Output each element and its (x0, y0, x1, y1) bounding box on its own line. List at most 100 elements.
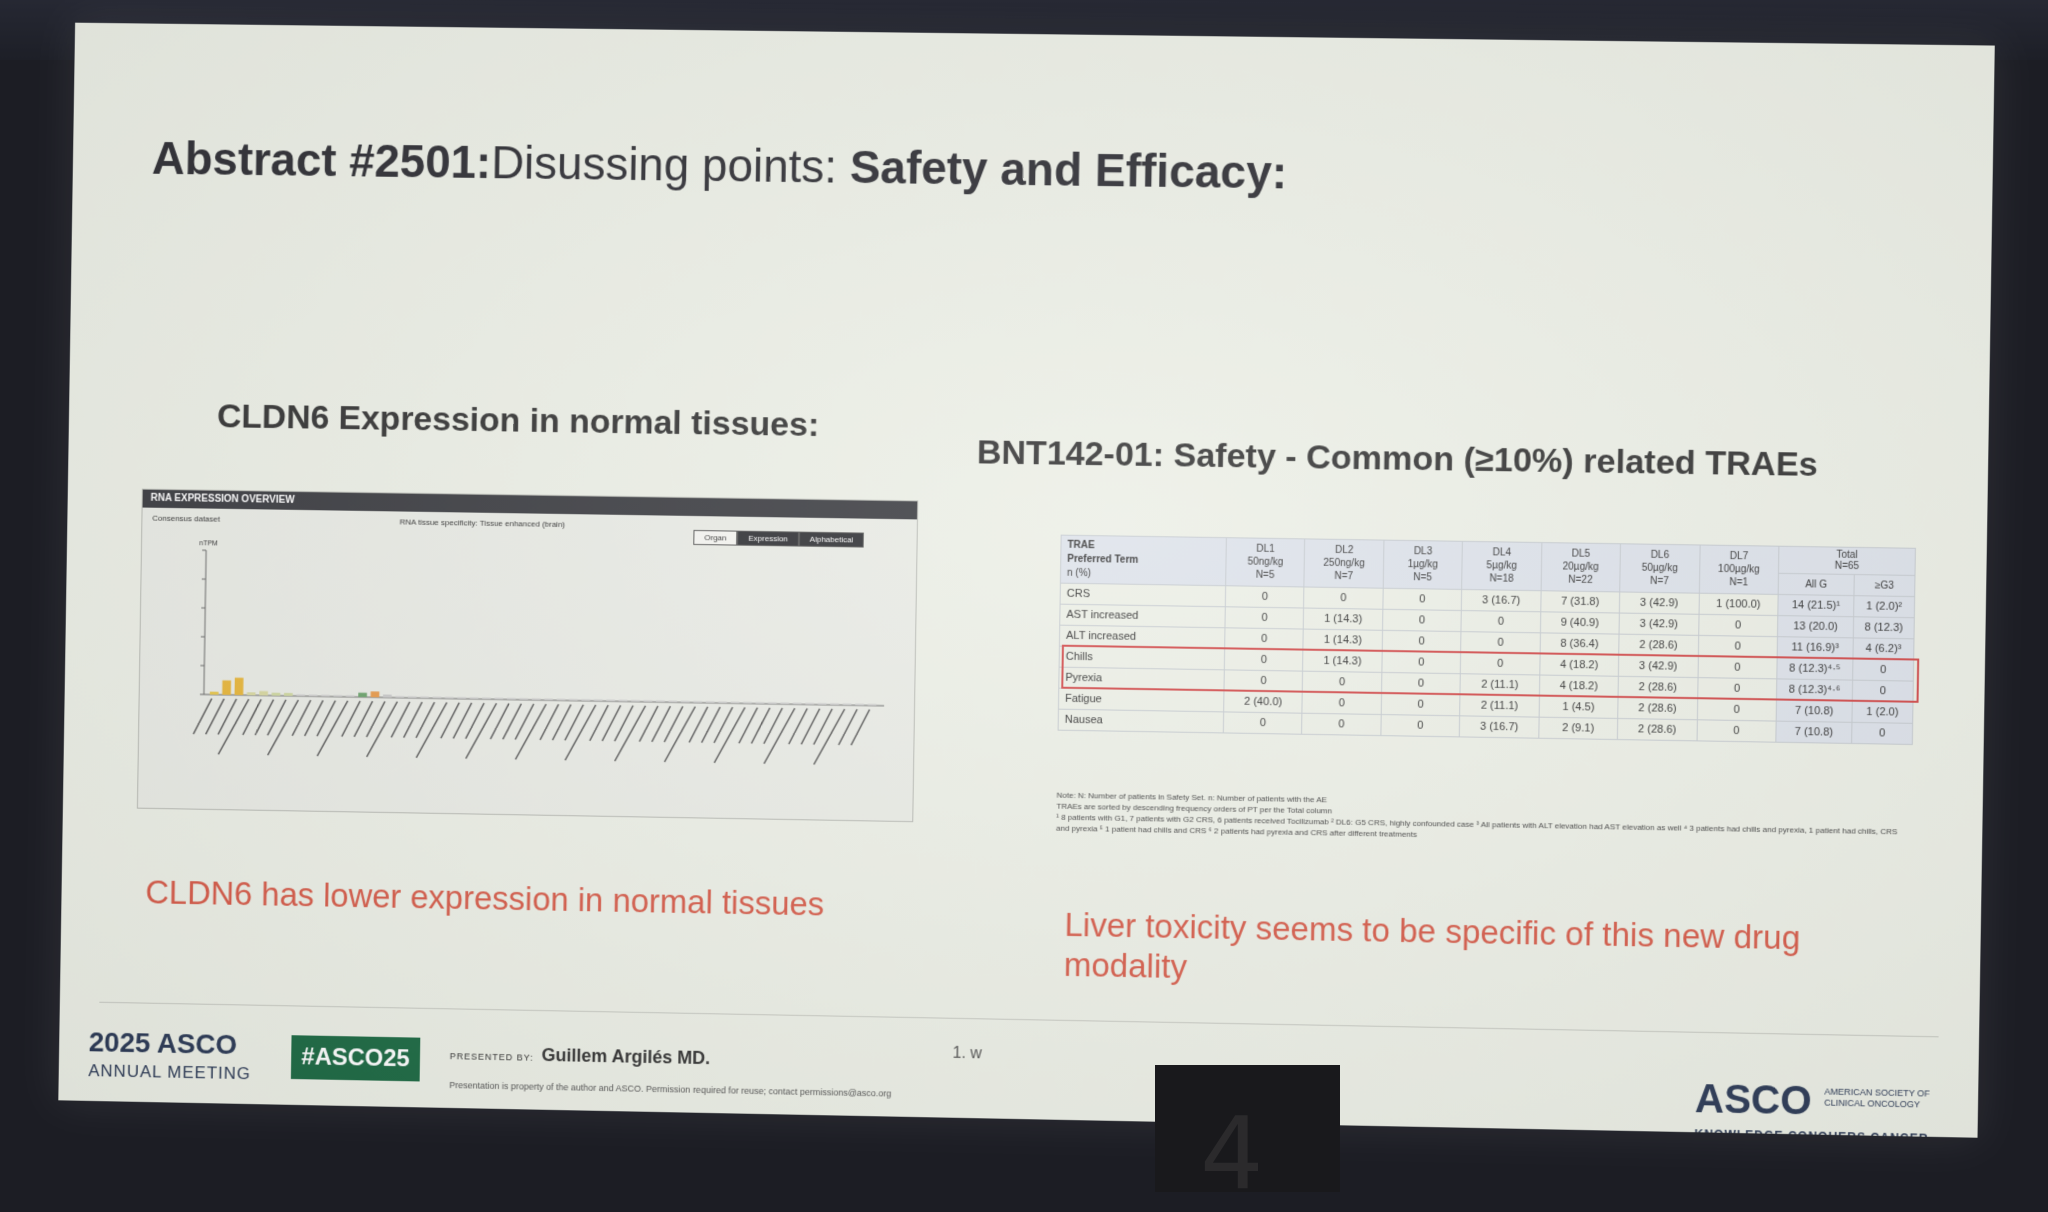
expression-bar (296, 695, 305, 697)
expression-bar (805, 703, 814, 705)
table-cell: 0 (1302, 692, 1381, 714)
presenter-name: Guillem Argilés MD. (541, 1045, 710, 1068)
expression-bar (793, 703, 802, 705)
expression-bar (780, 703, 789, 705)
dose-n: N=18 (1464, 572, 1538, 586)
row-term: Fatigue (1058, 688, 1224, 712)
expression-bar (346, 695, 355, 697)
expression-bar (668, 701, 677, 703)
dose-dose: 50ng/kg (1228, 555, 1302, 569)
table-cell: 0 (1698, 614, 1778, 636)
title-bold: Safety and Efficacy: (849, 141, 1287, 199)
asco-logo: ASCO (1695, 1077, 1812, 1124)
expression-bar (445, 697, 454, 699)
table-cell: 8 (12.3) (1853, 617, 1914, 639)
dose-name: DL4 (1465, 546, 1539, 560)
left-heading: CLDN6 Expression in normal tissues: (217, 397, 820, 445)
expression-bar (768, 702, 777, 704)
specificity-label: RNA tissue specificity: Tissue enhanced … (400, 517, 566, 529)
expression-bar (284, 693, 293, 696)
expression-bar (247, 692, 256, 695)
table-cell: 14 (21.5)¹ (1778, 594, 1854, 616)
row-term: Nausea (1058, 709, 1224, 733)
header-term-cell: TRAE Preferred Term n (%) (1060, 535, 1226, 586)
total-grade-header: ≥G3 (1854, 575, 1915, 597)
expression-bar (408, 696, 417, 698)
expression-bar (272, 693, 281, 696)
dose-name: DL5 (1544, 547, 1618, 561)
annual-meeting: ANNUAL MEETING (88, 1061, 251, 1084)
table-cell: 0 (1225, 586, 1304, 608)
table-cell: 2 (11.1) (1460, 695, 1539, 717)
expression-bar (594, 699, 603, 701)
expression-bar (457, 697, 466, 699)
table-cell: 0 (1225, 607, 1304, 629)
table-cell: 3 (16.7) (1460, 716, 1539, 738)
table-cell: 9 (40.9) (1540, 612, 1619, 634)
expression-bar (693, 701, 702, 703)
dose-n: N=7 (1622, 574, 1696, 588)
dose-name: DL7 (1702, 550, 1776, 564)
right-finding: Liver toxicity seems to be specific of t… (1064, 905, 1830, 999)
podium-number: 4 (1200, 1095, 1264, 1212)
dose-n: N=5 (1386, 571, 1460, 585)
table-cell: 0 (1302, 713, 1381, 735)
dose-n: N=7 (1307, 569, 1381, 583)
header-dose-level-cell: DL650µg/kgN=7 (1620, 544, 1700, 593)
expression-bar (843, 704, 852, 706)
table-cell: 2 (28.6) (1617, 718, 1696, 740)
header-dose-level-cell: DL45µg/kgN=18 (1462, 541, 1542, 590)
dose-name: DL3 (1386, 545, 1460, 559)
table-cell: 3 (16.7) (1462, 589, 1541, 611)
table-cell: 13 (20.0) (1777, 616, 1853, 638)
row-term: AST increased (1060, 604, 1226, 628)
rna-expression-panel: RNA EXPRESSION OVERVIEW Consensus datase… (137, 489, 918, 823)
expression-bar (358, 693, 367, 697)
dose-name: DL2 (1307, 543, 1381, 557)
expression-bar (631, 700, 640, 702)
row-term: CRS (1060, 583, 1226, 607)
traes-table: TRAE Preferred Term n (%) DL150ng/kgN=5D… (1058, 535, 1916, 745)
table-cell: 2 (40.0) (1224, 691, 1303, 713)
dose-name: DL6 (1623, 548, 1697, 562)
expression-bar (482, 698, 491, 700)
expression-bar (619, 700, 628, 702)
table-cell: 1 (2.0)² (1854, 596, 1915, 618)
table-cell: 0 (1697, 699, 1777, 721)
expression-bar (718, 702, 727, 704)
expression-bar (557, 699, 566, 701)
dataset-label: Consensus dataset (152, 514, 220, 524)
table-cell: 1 (2.0) (1852, 701, 1913, 723)
expression-bar (222, 680, 231, 695)
title-prefix: Abstract #2501: (152, 132, 492, 188)
expression-bar (383, 695, 392, 698)
expression-bar (731, 702, 740, 704)
header-dose-level-cell: DL2250ng/kgN=7 (1304, 539, 1384, 588)
expression-bar (532, 698, 541, 700)
header-n-percent: n (%) (1067, 566, 1223, 582)
table-cell: 3 (42.9) (1619, 613, 1698, 635)
expression-bar (395, 696, 404, 698)
header-dose-level-cell: DL150ng/kgN=5 (1226, 538, 1305, 587)
table-cell: 0 (1697, 720, 1777, 742)
dose-dose: 1µg/kg (1386, 558, 1460, 572)
header-total-cell: TotalN=65 (1778, 546, 1915, 575)
table-cell: 3 (42.9) (1619, 592, 1698, 614)
asco-year: 2025 ASCO (89, 1026, 238, 1061)
expression-bar (259, 691, 268, 695)
expression-bar (371, 691, 380, 697)
dose-dose: 250ng/kg (1307, 556, 1381, 570)
dose-n: N=1 (1702, 576, 1776, 590)
expression-bar (830, 703, 839, 705)
table-cell: 0 (1304, 587, 1383, 609)
dose-dose: 100µg/kg (1702, 563, 1776, 577)
expression-bar (681, 701, 690, 703)
expression-bar (743, 702, 752, 704)
header-dose-level-cell: DL31µg/kgN=5 (1383, 540, 1463, 589)
panel-header: RNA EXPRESSION OVERVIEW (143, 490, 918, 520)
expression-bar (868, 704, 877, 706)
expression-bar (644, 700, 653, 702)
expression-bar (210, 692, 219, 695)
hashtag-badge: #ASCO25 (291, 1035, 420, 1081)
table-cell: 0 (1381, 693, 1460, 715)
